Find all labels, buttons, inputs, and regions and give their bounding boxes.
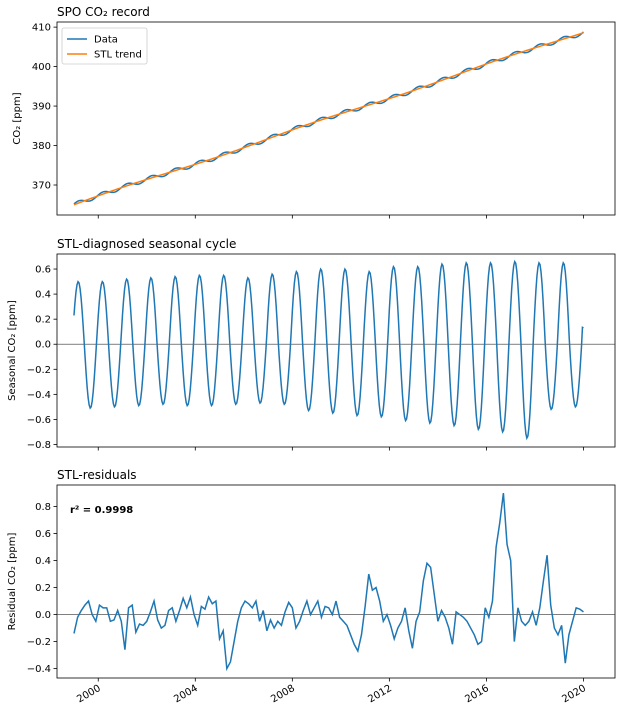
y-tick-label: 0.6 bbox=[35, 265, 51, 276]
chart-title: STL-diagnosed seasonal cycle bbox=[57, 237, 236, 251]
y-tick-label: −0.6 bbox=[27, 415, 51, 426]
y-tick-label: 0.6 bbox=[35, 529, 51, 540]
y-tick-label: 0.8 bbox=[35, 502, 51, 513]
y-axis-label: CO₂ [ppm] bbox=[12, 92, 23, 144]
panel-co2-record: SPO CO₂ record CO₂ [ppm] 370 380 390 400 410 Da… bbox=[12, 5, 616, 219]
y-tick-label: −0.4 bbox=[27, 664, 51, 675]
y-tick-label: −0.2 bbox=[27, 637, 51, 648]
x-tick-label: 2016 bbox=[463, 683, 491, 705]
y-tick-label: 390 bbox=[32, 102, 51, 113]
y-tick-label: 0.4 bbox=[35, 556, 51, 567]
r-squared-annotation: r² = 0.9998 bbox=[70, 505, 133, 516]
y-tick-label: 0.2 bbox=[35, 315, 51, 326]
y-tick-label: −0.8 bbox=[27, 440, 51, 451]
y-tick-label: 370 bbox=[32, 181, 51, 192]
series-line-seasonal bbox=[73, 259, 584, 441]
legend-label: Data bbox=[94, 35, 118, 46]
x-tick-label: 2000 bbox=[75, 683, 103, 705]
y-tick-label: 0.0 bbox=[35, 340, 51, 351]
y-tick-label: −0.4 bbox=[27, 390, 51, 401]
x-tick-label: 2008 bbox=[269, 683, 297, 705]
panel-residuals: STL-residuals Residual CO₂ [ppm] −0.4 −0.2 0… bbox=[7, 468, 616, 705]
y-tick-label: −0.2 bbox=[27, 365, 51, 376]
x-tick-label: 2020 bbox=[560, 683, 588, 705]
y-tick-label: 0.0 bbox=[35, 610, 51, 621]
series-line-residuals bbox=[73, 493, 584, 672]
y-axis-label: Seasonal CO₂ [ppm] bbox=[7, 300, 18, 401]
x-tick-label: 2004 bbox=[172, 683, 200, 705]
y-tick-label: 0.4 bbox=[35, 290, 51, 301]
panel-seasonal-cycle: STL-diagnosed seasonal cycle Seasonal CO₂… bbox=[7, 237, 616, 451]
y-tick-label: 410 bbox=[32, 23, 51, 34]
legend: Data STL trend bbox=[61, 27, 148, 65]
y-tick-label: 0.2 bbox=[35, 583, 51, 594]
y-tick-label: 400 bbox=[32, 62, 51, 73]
axes-frame bbox=[56, 484, 616, 679]
series-line-stl-trend bbox=[73, 32, 584, 206]
chart-title: SPO CO₂ record bbox=[57, 5, 150, 19]
axes-frame bbox=[56, 253, 616, 448]
y-tick-label: 380 bbox=[32, 141, 51, 152]
axes-frame bbox=[56, 21, 616, 216]
x-tick-label: 2012 bbox=[366, 683, 394, 705]
legend-label: STL trend bbox=[94, 50, 142, 61]
y-axis-label: Residual CO₂ [ppm] bbox=[7, 533, 18, 631]
chart-title: STL-residuals bbox=[57, 468, 137, 482]
legend-box bbox=[61, 27, 148, 65]
